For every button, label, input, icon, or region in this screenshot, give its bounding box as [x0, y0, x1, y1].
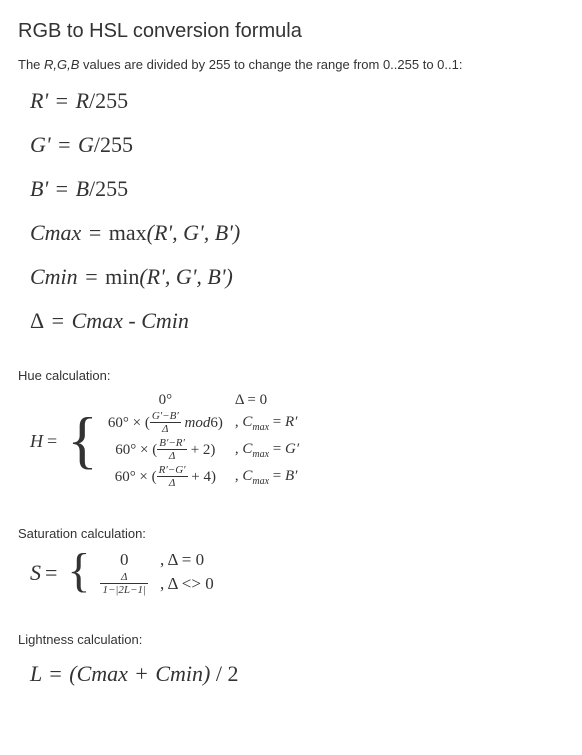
hue-case-2-cond: , Cmax = G′ [229, 437, 305, 464]
intro-vars: R,G,B [44, 57, 79, 72]
equals: = [54, 88, 70, 113]
formula-b-rhs: B/255 [76, 176, 129, 201]
saturation-case-1-expr: Δ1−|2L−1| [94, 571, 154, 598]
equals: = [83, 264, 99, 289]
intro-suffix: values are divided by 255 to change the … [79, 57, 462, 72]
formula-delta: Δ = Cmax - Cmin [30, 308, 564, 334]
hue-case-3-expr: 60° × (R′−G′Δ + 4) [102, 464, 229, 491]
equals: = [50, 308, 66, 333]
saturation-case-0: 0 , Δ = 0 [94, 549, 219, 571]
formula-cmax-args: (R', G', B') [147, 220, 241, 245]
saturation-var: S [30, 560, 41, 585]
hue-case-2-expr: 60° × (B′−R′Δ + 2) [102, 437, 229, 464]
hue-case-1-cond: , Cmax = R′ [229, 410, 305, 437]
page-title: RGB to HSL conversion formula [18, 20, 564, 43]
hue-case-3: 60° × (R′−G′Δ + 4) , Cmax = B′ [102, 464, 305, 491]
lightness-section-label: Lightness calculation: [18, 632, 564, 647]
lightness-formula-text: L = (Cmax + Cmin) / 2 [30, 661, 238, 686]
hue-piecewise: H= { 0° Δ = 0 60° × (G′−B′Δ mod6) , Cmax… [30, 391, 564, 492]
formula-b-prime: B' = B/255 [30, 176, 564, 202]
formula-cmin: Cmin = min(R', G', B') [30, 264, 564, 290]
formula-r-prime: R' = R/255 [30, 88, 564, 114]
formula-cmin-lhs: Cmin [30, 264, 78, 289]
hue-case-3-cond: , Cmax = B′ [229, 464, 305, 491]
equals: = [56, 132, 72, 157]
formula-cmax-fn: max [109, 220, 147, 245]
hue-case-0: 0° Δ = 0 [102, 391, 305, 410]
intro-text: The R,G,B values are divided by 255 to c… [18, 57, 564, 72]
formula-delta-rhs: Cmax - Cmin [72, 308, 189, 333]
formula-cmax-lhs: Cmax [30, 220, 81, 245]
hue-case-1-expr: 60° × (G′−B′Δ mod6) [102, 410, 229, 437]
hue-case-1: 60° × (G′−B′Δ mod6) , Cmax = R′ [102, 410, 305, 437]
hue-case-2: 60° × (B′−R′Δ + 2) , Cmax = G′ [102, 437, 305, 464]
equals: = [87, 220, 103, 245]
intro-prefix: The [18, 57, 44, 72]
saturation-case-0-expr: 0 [94, 549, 154, 571]
formula-r-lhs: R' [30, 88, 48, 113]
saturation-cases: 0 , Δ = 0 Δ1−|2L−1| , Δ <> 0 [94, 549, 219, 598]
saturation-lhs: S= [30, 560, 67, 586]
formula-lightness: L = (Cmax + Cmin) / 2 [30, 661, 564, 687]
saturation-brace: { [67, 552, 94, 590]
hue-case-0-cond: Δ = 0 [229, 391, 305, 410]
equals: = [54, 176, 70, 201]
formula-cmin-fn: min [105, 264, 139, 289]
hue-lhs: H= [30, 431, 67, 452]
hue-brace: { [67, 414, 102, 465]
formula-delta-lhs: Δ [30, 308, 44, 333]
saturation-case-0-cond: , Δ = 0 [154, 549, 220, 571]
formula-g-prime: G' = G/255 [30, 132, 564, 158]
hue-case-0-expr: 0° [102, 391, 229, 410]
formula-g-lhs: G' [30, 132, 51, 157]
hue-cases: 0° Δ = 0 60° × (G′−B′Δ mod6) , Cmax = R′… [102, 391, 305, 492]
saturation-case-1: Δ1−|2L−1| , Δ <> 0 [94, 571, 219, 598]
formula-r-rhs: R/255 [76, 88, 129, 113]
formula-cmin-args: (R', G', B') [139, 264, 233, 289]
saturation-case-1-cond: , Δ <> 0 [154, 571, 220, 598]
hue-section-label: Hue calculation: [18, 368, 564, 383]
formula-cmax: Cmax = max(R', G', B') [30, 220, 564, 246]
formula-g-rhs: G/255 [78, 132, 133, 157]
saturation-piecewise: S= { 0 , Δ = 0 Δ1−|2L−1| , Δ <> 0 [30, 549, 564, 598]
saturation-section-label: Saturation calculation: [18, 526, 564, 541]
formula-b-lhs: B' [30, 176, 48, 201]
hue-var: H [30, 431, 43, 451]
